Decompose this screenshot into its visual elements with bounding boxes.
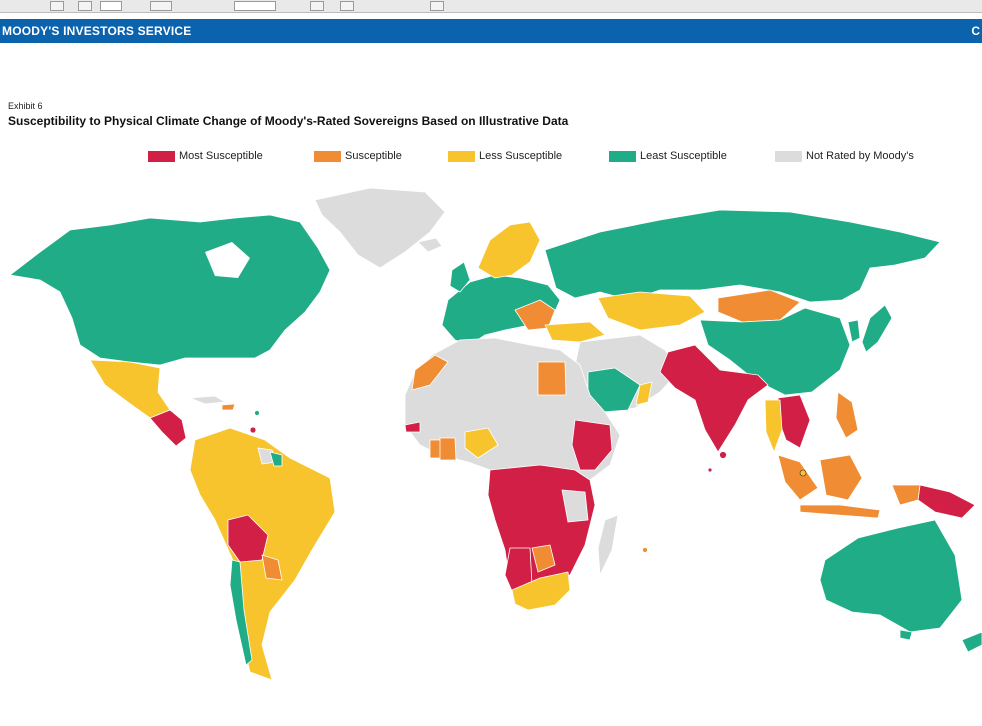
- south-africa-region: [511, 571, 571, 611]
- kazakhstan-region: [597, 291, 706, 331]
- philippines-region: [835, 391, 859, 439]
- maldives-region: [707, 467, 713, 473]
- morocco-region: [411, 354, 449, 391]
- toolbar-button[interactable]: [340, 1, 354, 11]
- suriname-region: [269, 451, 283, 467]
- caribbean-island: [249, 426, 257, 434]
- legend-label: Not Rated by Moody's: [806, 150, 914, 162]
- madagascar-region: [597, 514, 619, 576]
- legend-swatch: [609, 151, 636, 162]
- china-region: [699, 307, 851, 396]
- legend-swatch: [775, 151, 802, 162]
- exhibit-label: Exhibit 6: [8, 101, 43, 111]
- toolbar-button[interactable]: [150, 1, 172, 11]
- new-zealand-region: [961, 631, 982, 653]
- mexico-region: [89, 359, 171, 419]
- banner-title: MOODY'S INVESTORS SERVICE: [2, 24, 192, 38]
- borneo-region: [819, 454, 863, 501]
- malaysia-region: [777, 454, 819, 501]
- balkans-region: [514, 299, 556, 331]
- tasmania-region: [899, 629, 913, 641]
- toolbar-button[interactable]: [310, 1, 324, 11]
- banner-right-text: C: [971, 24, 980, 38]
- east-africa-region: [571, 419, 613, 471]
- indonesia-islands: [799, 504, 881, 519]
- nigeria-region: [464, 427, 499, 459]
- world-map: [9, 187, 982, 680]
- sri-lanka-region: [719, 451, 727, 459]
- central-america-region: [149, 409, 187, 447]
- oman-region: [635, 381, 653, 406]
- figure-title: Susceptibility to Physical Climate Chang…: [8, 114, 569, 128]
- page-number-field[interactable]: [100, 1, 122, 11]
- report-banner: MOODY'S INVESTORS SERVICE C: [0, 19, 982, 43]
- greenland-region: [314, 187, 446, 269]
- scandinavia-region: [477, 221, 541, 279]
- mauritius-region: [642, 547, 648, 553]
- legend-label: Most Susceptible: [179, 150, 263, 162]
- senegal-region: [404, 421, 421, 433]
- caribbean-region: [189, 395, 226, 405]
- west-africa-orange: [439, 437, 457, 461]
- legend-label: Less Susceptible: [479, 150, 563, 162]
- toolbar-button[interactable]: [430, 1, 444, 11]
- turkey-region: [544, 321, 606, 343]
- uk-region: [449, 261, 471, 293]
- north-america-region: [9, 214, 331, 366]
- thailand-region: [764, 399, 783, 453]
- small-island-marker: [799, 469, 807, 477]
- indochina-region: [777, 394, 811, 449]
- hudson-bay: [205, 242, 250, 278]
- png-region: [917, 484, 976, 519]
- toolbar-button[interactable]: [78, 1, 92, 11]
- bolivia-region: [227, 514, 269, 563]
- legend-label: Susceptible: [345, 150, 402, 162]
- legend-label: Least Susceptible: [640, 150, 727, 162]
- caribbean-island: [254, 410, 260, 416]
- browser-toolbar: [0, 0, 982, 13]
- caribbean-susceptible: [221, 403, 236, 411]
- iceland-region: [417, 237, 443, 253]
- tanzania-region: [561, 489, 589, 523]
- australia-region: [819, 519, 963, 633]
- chile-region: [229, 559, 253, 666]
- page-footer: [0, 708, 982, 726]
- russia-region: [544, 209, 941, 303]
- legend-swatch: [314, 151, 341, 162]
- legend-swatch: [448, 151, 475, 162]
- toolbar-button[interactable]: [50, 1, 64, 11]
- zoom-field[interactable]: [234, 1, 276, 11]
- korea-region: [847, 319, 861, 343]
- japan-region: [861, 304, 893, 353]
- paraguay-region: [261, 554, 283, 581]
- botswana-region: [531, 544, 556, 573]
- india-region: [659, 344, 769, 453]
- new-guinea-west: [891, 484, 921, 506]
- egypt-region: [537, 361, 567, 396]
- legend-swatch: [148, 151, 175, 162]
